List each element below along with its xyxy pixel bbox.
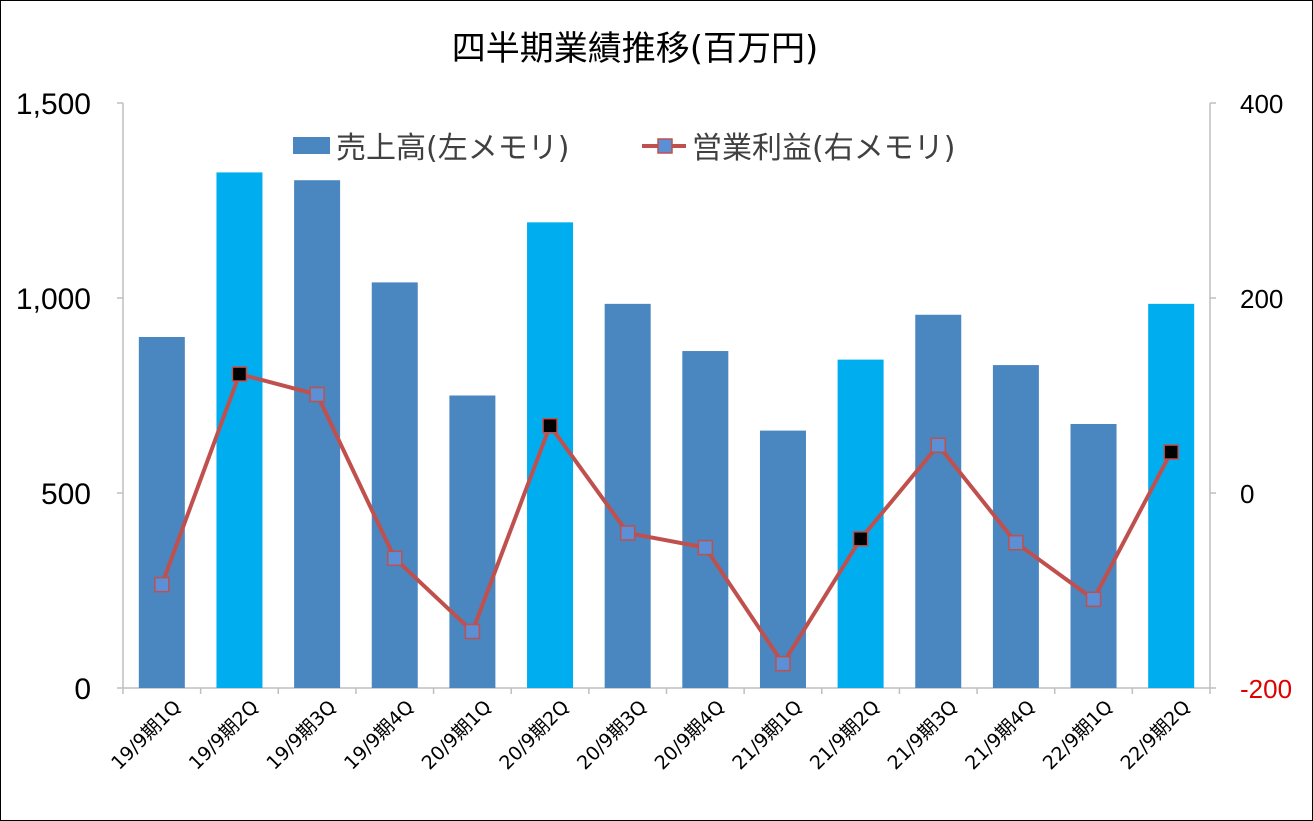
category-label: 21/9期3Q (883, 696, 961, 774)
profit-marker (464, 623, 481, 640)
chart-title: 四半期業績推移(百万円) (452, 29, 819, 69)
category-label: 20/9期4Q (651, 696, 729, 774)
profit-marker (1163, 444, 1179, 460)
profit-marker (1085, 591, 1102, 608)
bar (449, 395, 496, 688)
bar (294, 180, 341, 688)
left-tick-label: 1,500 (16, 88, 91, 121)
profit-marker (231, 366, 248, 382)
legend-profit-label: 営業利益(右メモリ) (692, 131, 955, 166)
right-tick-label: 200 (1240, 284, 1283, 314)
bar (216, 172, 263, 689)
legend-marker-swatch (657, 138, 673, 154)
bars (138, 172, 1195, 689)
legend-bar-swatch (293, 137, 330, 154)
category-label: 19/9期1Q (107, 696, 185, 774)
axes (122, 103, 1211, 694)
profit-marker (309, 386, 325, 403)
right-tick-label: -200 (1240, 674, 1292, 704)
category-label: 20/9期1Q (418, 696, 496, 774)
category-label: 21/9期2Q (806, 696, 884, 774)
profit-line (159, 372, 1173, 666)
profit-marker (697, 539, 714, 556)
bar (371, 282, 418, 688)
left-axis-ticks: 0 500 1,000 1,500 (16, 88, 123, 706)
bar (759, 430, 806, 688)
profit-marker (387, 550, 403, 567)
category-label: 21/9期4Q (961, 696, 1039, 774)
category-labels: 19/9期1Q 19/9期2Q 19/9期3Q 19/9期4Q 20/9期1Q 20/9期… (107, 696, 1195, 774)
right-tick-label: 400 (1240, 89, 1283, 119)
right-tick-label: 0 (1240, 479, 1254, 509)
bar (837, 359, 884, 688)
bar (1148, 303, 1195, 688)
bar (915, 314, 962, 688)
left-tick-label: 500 (41, 478, 91, 511)
category-label: 22/9期2Q (1116, 696, 1194, 774)
bar (992, 365, 1039, 688)
bar (682, 351, 729, 688)
category-label: 20/9期3Q (573, 696, 651, 774)
category-label: 19/9期2Q (185, 696, 263, 774)
legend-sales-label: 売上高(左メモリ) (336, 131, 569, 166)
category-label: 19/9期3Q (262, 696, 340, 774)
bar (527, 222, 574, 688)
category-label: 22/9期1Q (1039, 696, 1117, 774)
legend: 売上高(左メモリ) 営業利益(右メモリ) (293, 131, 955, 166)
right-axis-ticks: -200 0 200 400 (1210, 89, 1292, 704)
bar (1070, 423, 1117, 688)
profit-marker (1008, 534, 1024, 551)
profit-marker (775, 655, 791, 672)
left-tick-label: 0 (74, 673, 91, 706)
category-label: 20/9期2Q (495, 696, 573, 774)
profit-marker (619, 525, 636, 541)
profit-marker (154, 576, 170, 593)
category-label: 21/9期1Q (728, 696, 806, 774)
category-label: 19/9期4Q (340, 696, 418, 774)
profit-marker (930, 437, 946, 453)
left-tick-label: 1,000 (16, 283, 91, 316)
line-series (159, 372, 1173, 666)
bar (138, 337, 185, 688)
profit-marker (852, 531, 869, 547)
profit-marker (542, 417, 558, 434)
bar (604, 303, 651, 688)
markers (154, 366, 1179, 672)
